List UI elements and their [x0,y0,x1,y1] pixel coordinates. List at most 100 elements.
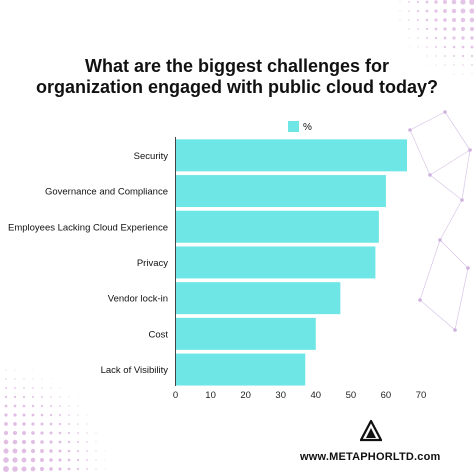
decor-dot [3,466,9,472]
decor-dot [59,396,61,398]
decor-dot [39,457,45,463]
legend-swatch [288,121,299,132]
decor-dot [67,458,71,462]
bars [175,139,407,386]
decor-node [418,298,422,302]
decor-dot [443,18,447,22]
decor-dot [31,440,35,444]
decor-dot [425,0,429,4]
halftone-dots-right [399,0,474,75]
decor-dot [77,441,79,443]
metaphor-logo-icon [360,420,382,442]
decor-dot [22,413,26,417]
decor-dot [426,64,428,66]
decor-dot [76,449,80,453]
decor-dot [68,396,70,398]
decor-dot [58,431,62,435]
decor-node [443,110,447,114]
decor-dot [86,432,88,434]
decor-dot [461,45,465,49]
decor-dot [408,37,410,39]
decor-dot [95,432,97,434]
decor-dot [425,9,429,13]
decor-dot [49,422,53,426]
decor-dot [444,64,446,66]
decor-dot [426,37,428,39]
decor-dot [77,405,79,407]
chart-title: What are the biggest challenges for orga… [0,56,474,98]
decor-dot [49,467,53,471]
decor-dot [443,45,447,49]
decor-dot [22,422,26,426]
decor-dot [5,387,7,389]
decor-dot [58,440,62,444]
decor-dot [469,17,474,23]
decor-line [454,267,469,331]
decor-dot [12,448,18,454]
decor-dot [32,396,34,398]
decor-dot [86,459,88,461]
decor-dot [3,439,9,445]
chart-title-line-1: What are the biggest challenges for [84,56,390,76]
decor-dot [444,73,446,75]
decor-line [429,174,463,201]
decor-dot [461,27,465,31]
decor-dot [3,457,9,463]
category-label: Governance and Compliance [45,187,168,198]
decor-dot [460,17,466,23]
x-tick-label: 40 [310,390,321,401]
decor-dot [95,423,97,425]
x-axis-ticks: 0 10 20 30 40 50 60 70 [173,390,426,401]
decor-dot [461,36,465,40]
decor-dot [443,9,447,13]
decor-dot [76,458,80,462]
decor-dot [470,36,474,40]
decor-dot [462,64,464,66]
decor-dot [58,458,62,462]
decor-dot [104,459,106,461]
decor-dot [417,55,419,57]
decor-dot [399,19,401,21]
decor-dot [104,441,106,443]
decor-dot [408,1,410,3]
decor-dot [434,0,438,4]
decor-dot [425,27,429,31]
decor-dot [3,448,9,454]
decor-dot [471,64,473,66]
decor-dot [470,45,474,49]
decor-dot [417,46,419,48]
decor-line [409,111,446,131]
decor-dot [68,405,70,407]
decor-dot [39,466,45,472]
decor-dot [41,396,43,398]
decor-line [439,199,463,241]
decor-dot [67,467,71,471]
decor-line [409,129,431,176]
decor-dot [408,19,410,21]
x-tick-label: 0 [173,390,178,401]
footer-website-link[interactable]: www.METAPHORLTD.com [300,451,441,463]
decor-dot [434,36,438,40]
decor-dot [442,0,448,5]
decor-line [419,239,441,301]
decor-dot [14,369,16,371]
decor-dot [417,28,419,30]
decor-dot [59,405,61,407]
decor-node [468,148,472,152]
decor-dot [40,413,44,417]
network-lines-decoration [408,110,472,332]
category-label: Lack of Visibility [101,365,169,376]
decor-dot [443,27,447,31]
decor-dot [21,439,27,445]
decor-dot [50,387,52,389]
decor-dot [50,378,52,380]
decor-dot [452,45,456,49]
decor-dot [399,28,401,30]
decor-dot [31,404,35,408]
category-label: Privacy [137,258,168,269]
decor-dot [23,387,25,389]
decor-dot [471,73,473,75]
x-tick-label: 60 [381,390,392,401]
decor-dot [30,448,36,454]
decor-dot [76,467,80,471]
